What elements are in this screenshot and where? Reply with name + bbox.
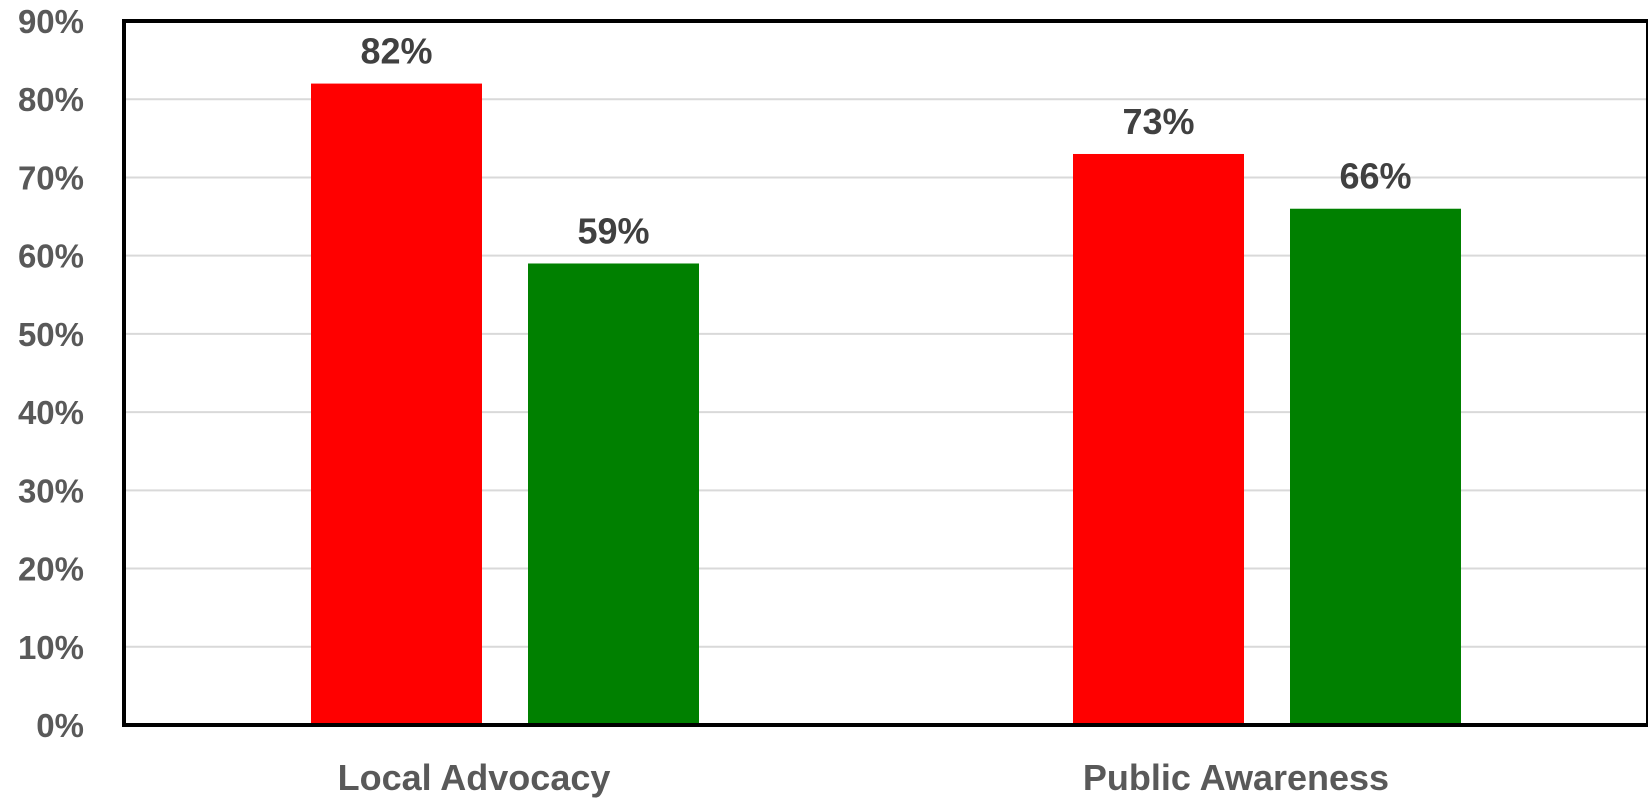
y-tick-label: 40% xyxy=(18,394,84,431)
y-tick-label: 80% xyxy=(18,81,84,118)
data-labels: 82% 59% 73% 66% xyxy=(360,31,1411,252)
y-tick-label: 30% xyxy=(18,472,84,509)
bar xyxy=(311,83,482,726)
y-tick-label: 10% xyxy=(18,629,84,666)
y-tick-label: 70% xyxy=(18,159,84,196)
bar xyxy=(528,263,699,725)
y-tick-label: 90% xyxy=(18,3,84,40)
y-tick-label: 60% xyxy=(18,238,84,275)
data-label: 82% xyxy=(360,31,432,72)
data-label: 59% xyxy=(577,210,649,251)
x-axis-categories: Local Advocacy Public Awareness xyxy=(338,757,1389,798)
bar xyxy=(1290,208,1461,725)
x-category-label: Public Awareness xyxy=(1083,757,1389,798)
x-category-label: Local Advocacy xyxy=(338,757,611,798)
data-label: 73% xyxy=(1122,101,1194,142)
y-tick-label: 20% xyxy=(18,551,84,588)
y-tick-label: 50% xyxy=(18,316,84,353)
bar xyxy=(1073,153,1244,725)
data-label: 66% xyxy=(1339,156,1411,197)
bars xyxy=(311,83,1461,726)
y-axis-ticks: 0% 10% 20% 30% 40% 50% 60% 70% 80% 90% xyxy=(18,3,84,744)
y-tick-label: 0% xyxy=(36,707,84,744)
